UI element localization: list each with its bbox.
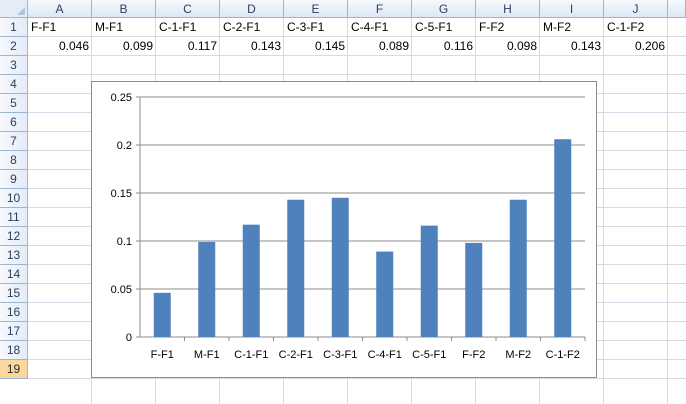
bar [242, 224, 260, 337]
cell-i1[interactable]: M-F2 [543, 20, 571, 34]
gridline-horizontal [28, 36, 686, 37]
x-category-label: C-4-F1 [368, 349, 402, 361]
gridline-vertical [667, 18, 668, 404]
column-header-c[interactable]: C [156, 0, 220, 18]
cell-b2[interactable]: 0.099 [122, 39, 153, 53]
bar [287, 199, 305, 337]
x-category-label: C-5-F1 [412, 349, 446, 361]
row-header-10[interactable]: 10 [0, 189, 28, 208]
bar [376, 251, 394, 337]
column-header-j[interactable]: J [604, 0, 668, 18]
y-tick-label: 0.05 [111, 284, 132, 296]
gridline-horizontal [28, 378, 686, 379]
column-header-a[interactable]: A [28, 0, 92, 18]
cell-h2[interactable]: 0.098 [506, 39, 537, 53]
y-tick-label: 0 [126, 332, 132, 344]
select-all-corner[interactable] [0, 0, 28, 18]
cell-c2[interactable]: 0.117 [187, 39, 217, 53]
row-header-3[interactable]: 3 [0, 56, 28, 75]
row-header-14[interactable]: 14 [0, 265, 28, 284]
row-header-11[interactable]: 11 [0, 208, 28, 227]
row-header-7[interactable]: 7 [0, 132, 28, 151]
row-header-17[interactable]: 17 [0, 322, 28, 341]
row-header-8[interactable]: 8 [0, 151, 28, 170]
cell-e1[interactable]: C-3-F1 [287, 20, 325, 34]
bar [509, 199, 527, 337]
cell-d2[interactable]: 0.143 [250, 39, 281, 53]
column-header-partial[interactable] [668, 0, 686, 18]
row-header-18[interactable]: 18 [0, 341, 28, 360]
x-category-label: M-F2 [505, 349, 531, 361]
cell-d1[interactable]: C-2-F1 [223, 20, 261, 34]
x-category-label: F-F2 [462, 349, 485, 361]
cell-e2[interactable]: 0.145 [314, 39, 345, 53]
gridline-vertical [603, 18, 604, 404]
x-category-label: C-1-F2 [546, 349, 580, 361]
x-category-label: C-3-F1 [323, 349, 357, 361]
y-tick-label: 0.1 [117, 236, 132, 248]
bar [420, 225, 438, 337]
x-category-label: M-F1 [194, 349, 220, 361]
select-all-icon [17, 7, 25, 15]
row-header-13[interactable]: 13 [0, 246, 28, 265]
gridline-horizontal [28, 55, 686, 56]
bar [554, 139, 572, 337]
row-header-4[interactable]: 4 [0, 75, 28, 94]
column-header-h[interactable]: H [476, 0, 540, 18]
x-category-label: F-F1 [151, 349, 174, 361]
x-category-label: C-1-F1 [234, 349, 268, 361]
cell-c1[interactable]: C-1-F1 [159, 20, 197, 34]
bar [465, 242, 483, 337]
y-tick-label: 0.25 [111, 92, 132, 104]
row-header-12[interactable]: 12 [0, 227, 28, 246]
gridline-horizontal [28, 74, 686, 75]
row-header-16[interactable]: 16 [0, 303, 28, 322]
cell-a2[interactable]: 0.046 [58, 39, 89, 53]
cell-g2[interactable]: 0.116 [443, 39, 473, 53]
cell-g1[interactable]: C-5-F1 [415, 20, 453, 34]
bar [153, 292, 171, 337]
bar-chart[interactable]: 0 0.05 0.1 0.15 0.2 0.25 F-F1 M-F1 C-1-F1 C-2-F1 C… [91, 81, 597, 378]
row-header-19[interactable]: 19 [0, 360, 28, 379]
cell-f2[interactable]: 0.089 [378, 39, 409, 53]
row-header-9[interactable]: 9 [0, 170, 28, 189]
column-header-g[interactable]: G [412, 0, 476, 18]
bar [331, 197, 349, 337]
x-category-label: C-2-F1 [279, 349, 313, 361]
column-header-i[interactable]: I [540, 0, 604, 18]
cell-a1[interactable]: F-F1 [31, 20, 57, 34]
chart-plot: 0 0.05 0.1 0.15 0.2 0.25 F-F1 M-F1 C-1-F1 C-2-F1 C… [111, 92, 586, 361]
row-header-2[interactable]: 2 [0, 37, 28, 56]
y-tick-label: 0.15 [111, 188, 132, 200]
column-header-f[interactable]: F [348, 0, 412, 18]
row-header-6[interactable]: 6 [0, 113, 28, 132]
cell-i2[interactable]: 0.143 [570, 39, 601, 53]
column-header-d[interactable]: D [220, 0, 284, 18]
cell-f1[interactable]: C-4-F1 [351, 20, 389, 34]
bar [198, 241, 216, 337]
cell-h1[interactable]: F-F2 [479, 20, 505, 34]
row-header-1[interactable]: 1 [0, 18, 28, 37]
column-header-b[interactable]: B [92, 0, 156, 18]
cell-b1[interactable]: M-F1 [95, 20, 123, 34]
row-header-5[interactable]: 5 [0, 94, 28, 113]
y-tick-label: 0.2 [117, 140, 132, 152]
row-header-15[interactable]: 15 [0, 284, 28, 303]
cell-j2[interactable]: 0.206 [634, 39, 665, 53]
cell-j1[interactable]: C-1-F2 [607, 20, 645, 34]
column-header-e[interactable]: E [284, 0, 348, 18]
